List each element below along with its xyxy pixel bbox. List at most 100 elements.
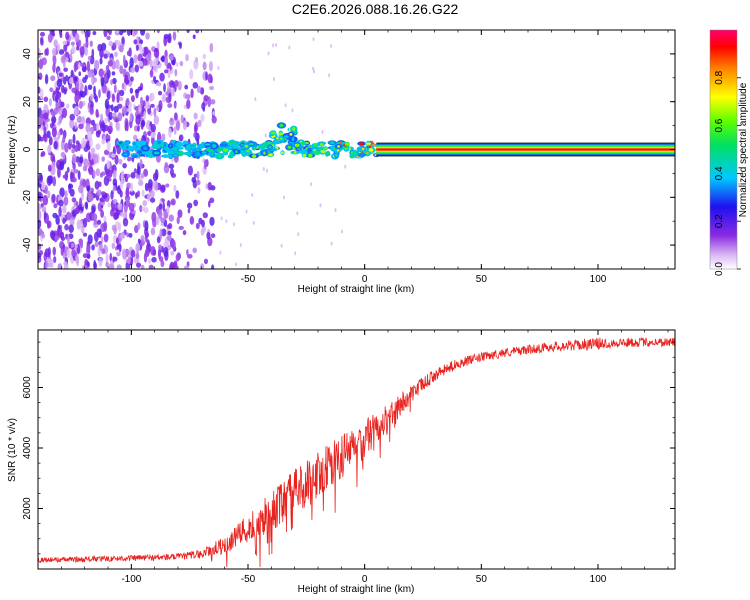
signal-cell [163, 154, 169, 158]
noise-cell [62, 40, 68, 46]
noise-cell [195, 222, 200, 230]
noise-cell [167, 68, 171, 79]
noise-cell [117, 112, 123, 122]
noise-cell [119, 65, 124, 75]
noise-cell [220, 216, 223, 221]
noise-cell [203, 258, 208, 265]
signal-cell [149, 153, 153, 157]
noise-cell [135, 174, 141, 179]
noise-cell [74, 121, 78, 130]
noise-cell [74, 207, 80, 215]
noise-cell [65, 211, 72, 221]
spectrogram-panel: -100 -50 0 50 100 -40 -20 0 20 40 Height of stra… [7, 29, 676, 295]
noise-cell [94, 59, 100, 71]
noise-cell [217, 65, 220, 70]
noise-cell [205, 71, 208, 81]
signal-cell [268, 152, 273, 157]
noise-cell [44, 73, 49, 85]
noise-cell [82, 43, 87, 48]
noise-cell [78, 39, 82, 47]
noise-cell [69, 188, 75, 197]
signal-cell [169, 144, 172, 147]
noise-cell [321, 130, 324, 135]
noise-cell [73, 62, 77, 73]
signal-cell [293, 151, 297, 154]
signal-cell [329, 141, 335, 145]
noise-cell [140, 172, 145, 179]
noise-cell [189, 69, 194, 80]
noise-cell [235, 262, 238, 267]
noise-cell [53, 256, 57, 263]
y-tick-label: -40 [22, 237, 33, 252]
signal-cell [242, 152, 247, 155]
noise-cell [65, 103, 70, 109]
noise-cell [50, 153, 56, 162]
noise-cell [75, 201, 79, 207]
noise-cell [123, 82, 127, 92]
noise-cell [172, 31, 177, 41]
noise-cell [59, 187, 65, 198]
noise-cell [56, 88, 60, 98]
noise-cell [161, 133, 166, 142]
noise-cell [192, 34, 196, 40]
noise-cell [196, 85, 202, 94]
noise-cell [201, 225, 207, 233]
carrier-band [376, 148, 675, 151]
noise-cell [125, 97, 130, 107]
noise-cell [38, 172, 43, 181]
noise-cell [153, 115, 160, 125]
noise-cell [53, 107, 59, 115]
noise-cell [74, 244, 78, 249]
noise-cell [193, 132, 197, 138]
noise-cell [150, 103, 155, 108]
noise-cell [149, 69, 154, 78]
noise-cell [38, 243, 42, 250]
noise-cell [129, 87, 134, 94]
noise-cell [103, 73, 108, 83]
noise-cell [138, 179, 144, 187]
noise-cell [154, 180, 159, 192]
noise-cell [48, 136, 53, 146]
noise-cell [167, 222, 173, 230]
noise-cell [40, 36, 44, 43]
noise-cell [202, 212, 208, 219]
noise-cell [137, 238, 141, 244]
noise-cell [38, 209, 42, 221]
noise-cell [209, 216, 215, 226]
signal-cell [126, 145, 129, 149]
noise-cell [264, 133, 267, 138]
noise-cell [95, 143, 101, 150]
noise-cell [161, 228, 167, 237]
noise-cell [101, 248, 106, 255]
noise-cell [207, 181, 212, 191]
noise-cell [169, 80, 175, 88]
noise-cell [150, 227, 156, 236]
noise-cell [192, 81, 199, 89]
noise-cell [284, 103, 287, 108]
noise-cell [239, 243, 242, 248]
noise-cell [129, 57, 134, 69]
noise-cell [47, 164, 52, 172]
noise-cell [118, 158, 123, 165]
noise-cell [105, 261, 109, 268]
spectrogram-heatmap [38, 30, 675, 269]
signal-cell [344, 142, 350, 146]
noise-cell [70, 41, 75, 46]
noise-cell [57, 167, 61, 179]
noise-cell [124, 74, 129, 85]
noise-cell [205, 183, 209, 190]
noise-cell [91, 48, 95, 59]
noise-cell [48, 98, 52, 107]
noise-cell [90, 119, 96, 126]
noise-cell [125, 120, 129, 132]
noise-cell [165, 96, 172, 104]
snr-x-label: Height of straight line (km) [298, 584, 415, 595]
noise-cell [41, 233, 46, 239]
noise-cell [267, 51, 270, 56]
noise-cell [160, 217, 166, 224]
signal-cell [289, 132, 293, 136]
x-tick-label: 0 [362, 274, 368, 285]
snr-panel: -100 -50 0 50 100 2000 4000 6000 Height of str… [7, 329, 676, 595]
noise-cell [72, 133, 76, 145]
noise-cell [340, 229, 343, 234]
